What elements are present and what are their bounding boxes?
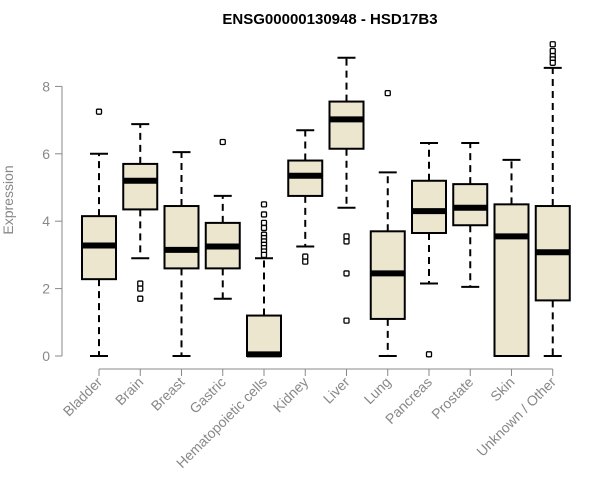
outlier-point	[302, 253, 309, 260]
x-tick-label: Bladder	[60, 374, 106, 420]
box-gastric	[204, 138, 241, 300]
outlier-point	[260, 224, 268, 232]
outlier-point	[137, 280, 144, 287]
iqr-box	[452, 183, 489, 227]
x-tick-label: Liver	[320, 374, 353, 407]
x-tick-label: Lung	[361, 374, 394, 407]
iqr-box	[328, 100, 365, 150]
outlier-point	[343, 317, 350, 324]
outlier-point	[95, 108, 103, 115]
outlier-point	[343, 270, 350, 277]
outlier-point	[343, 238, 350, 245]
box-kidney	[287, 129, 324, 265]
box-brain	[122, 123, 159, 302]
box-breast	[163, 151, 200, 357]
box-prostate	[452, 142, 489, 288]
x-tick-label: Skin	[487, 374, 518, 405]
x-tick-label: Breast	[148, 374, 188, 414]
box-unknown-other	[534, 41, 571, 357]
iqr-box	[246, 314, 282, 357]
y-axis-label: Expression	[0, 165, 16, 234]
outlier-point	[549, 41, 556, 48]
outlier-point	[384, 89, 391, 97]
outlier-point	[260, 201, 268, 208]
y-tick-label: 2	[42, 281, 50, 297]
outlier-point	[549, 47, 556, 55]
outlier-point	[260, 219, 268, 227]
box-pancreas	[411, 142, 447, 358]
iqr-box	[493, 203, 530, 357]
outlier-point	[137, 285, 144, 292]
outlier-point	[425, 351, 433, 358]
x-tick-label: Prostate	[428, 374, 476, 422]
y-axis: 0 2 4 6 8	[42, 78, 63, 364]
y-tick-label: 8	[42, 78, 50, 94]
y-tick-label: 4	[42, 213, 50, 229]
outlier-point	[302, 258, 309, 265]
box-bladder	[81, 108, 117, 357]
x-tick-label: Kidney	[270, 374, 312, 416]
x-tick-label: Brain	[112, 374, 146, 408]
outlier-point	[343, 233, 350, 240]
outlier-point	[260, 251, 268, 259]
iqr-box	[163, 205, 200, 270]
y-tick-label: 6	[42, 146, 50, 162]
outlier-point	[549, 59, 556, 66]
chart-title: ENSG00000130948 - HSD17B3	[222, 11, 437, 28]
y-tick-label: 0	[42, 348, 50, 364]
box-hematopoietic-cells	[246, 201, 282, 358]
box-liver	[328, 56, 365, 324]
outlier-point	[260, 211, 268, 218]
box-lung	[369, 89, 406, 357]
iqr-box	[411, 179, 447, 234]
iqr-box	[122, 162, 159, 211]
boxes-group	[81, 41, 571, 358]
outlier-point	[219, 138, 226, 146]
outlier-point	[137, 295, 144, 302]
box-skin	[493, 158, 530, 357]
